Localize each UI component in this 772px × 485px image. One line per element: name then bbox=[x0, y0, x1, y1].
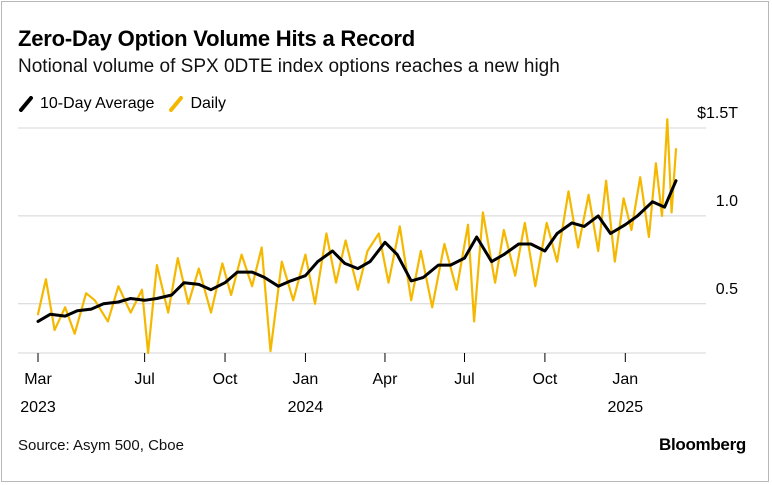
legend-item-daily: Daily bbox=[168, 95, 226, 113]
x-tick-label-2: Oct bbox=[213, 371, 238, 388]
y-axis-labels: 0.5 1.0 $1.5T bbox=[697, 105, 738, 298]
grid bbox=[18, 127, 706, 354]
legend-item-average: 10-Day Average bbox=[18, 95, 154, 113]
x-tick-label-4: Apr bbox=[373, 371, 399, 388]
x-tick-label-5: Jul bbox=[454, 371, 474, 388]
series-layer bbox=[36, 118, 678, 355]
y-tick-label-1: 1.0 bbox=[716, 193, 738, 210]
bloomberg-logo: Bloomberg bbox=[658, 435, 746, 454]
chart-subtitle: Notional volume of SPX 0DTE index option… bbox=[18, 56, 560, 77]
x-year-label-3: 2024 bbox=[288, 399, 324, 416]
x-tick-label-3: Jan bbox=[293, 371, 319, 388]
x-year-label-0: 2023 bbox=[20, 399, 56, 416]
legend-label-daily: Daily bbox=[190, 95, 227, 112]
x-tick-label-6: Oct bbox=[532, 371, 557, 388]
series-line-daily bbox=[36, 118, 678, 355]
legend-swatch-daily bbox=[169, 96, 184, 112]
y-tick-label-2: $1.5T bbox=[697, 105, 738, 122]
x-axis: Mar 2023 Jul Oct Jan 2024 Apr Jul Oct Jan 2025 bbox=[20, 353, 643, 416]
x-tick-label-0: Mar bbox=[24, 371, 52, 388]
source-note: Source: Asym 500, Cboe bbox=[18, 437, 184, 454]
x-tick-label-1: Jul bbox=[134, 371, 154, 388]
y-tick-label-0: 0.5 bbox=[716, 281, 738, 298]
x-year-label-7: 2025 bbox=[608, 399, 644, 416]
legend: 10-Day Average Daily bbox=[18, 93, 240, 115]
legend-swatch-average bbox=[19, 96, 33, 112]
legend-label-average: 10-Day Average bbox=[40, 95, 155, 112]
series-line-10-day-average bbox=[36, 179, 678, 323]
x-tick-label-7: Jan bbox=[612, 371, 638, 388]
chart-title: Zero-Day Option Volume Hits a Record bbox=[18, 26, 416, 51]
